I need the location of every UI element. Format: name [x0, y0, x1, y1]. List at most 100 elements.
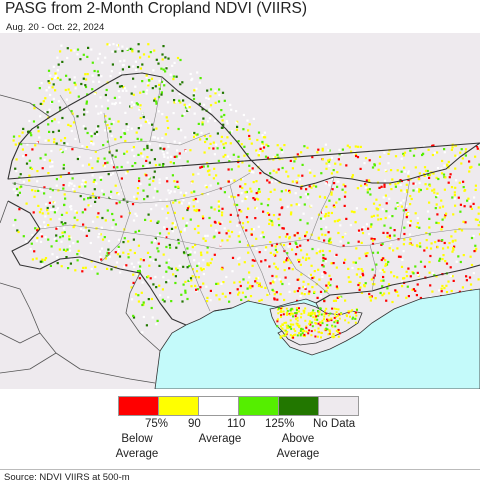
ndvi-pixel	[132, 281, 135, 284]
ndvi-pixel	[322, 265, 325, 268]
ndvi-pixel	[155, 127, 158, 130]
ndvi-pixel	[391, 178, 394, 181]
ndvi-pixel	[319, 321, 322, 324]
ndvi-pixel	[200, 165, 203, 168]
ndvi-pixel	[195, 87, 198, 90]
ndvi-pixel	[220, 140, 223, 143]
ndvi-pixel	[158, 178, 161, 181]
ndvi-pixel	[94, 150, 97, 153]
ndvi-map	[0, 33, 480, 390]
ndvi-pixel	[442, 247, 445, 250]
ndvi-pixel	[193, 112, 196, 115]
ndvi-pixel	[274, 245, 277, 248]
ndvi-pixel	[307, 193, 310, 196]
ndvi-pixel	[273, 293, 276, 296]
ndvi-pixel	[261, 140, 264, 144]
ndvi-pixel	[130, 105, 133, 108]
ndvi-pixel	[132, 65, 135, 68]
ndvi-pixel	[251, 264, 254, 267]
ndvi-pixel	[71, 148, 74, 151]
ndvi-pixel	[72, 242, 75, 245]
ndvi-pixel	[181, 114, 184, 117]
ndvi-pixel	[306, 146, 309, 149]
ndvi-pixel	[209, 299, 212, 302]
ndvi-pixel	[294, 253, 298, 256]
ndvi-pixel	[26, 143, 29, 146]
ndvi-pixel	[117, 250, 121, 253]
ndvi-pixel	[193, 251, 196, 254]
ndvi-pixel	[246, 244, 250, 247]
ndvi-pixel	[299, 329, 302, 332]
ndvi-pixel	[127, 253, 130, 256]
ndvi-pixel	[93, 188, 96, 191]
ndvi-pixel	[341, 153, 344, 156]
ndvi-pixel	[81, 145, 84, 148]
ndvi-pixel	[258, 299, 261, 302]
ndvi-pixel	[477, 206, 480, 209]
ndvi-pixel	[383, 183, 386, 186]
ndvi-pixel	[220, 214, 224, 217]
ndvi-pixel	[47, 123, 50, 126]
ndvi-pixel	[192, 173, 195, 176]
ndvi-pixel	[307, 292, 310, 295]
ndvi-pixel	[137, 50, 140, 53]
ndvi-pixel	[385, 210, 388, 213]
ndvi-pixel	[397, 182, 400, 185]
ndvi-pixel	[124, 139, 127, 143]
ndvi-pixel	[255, 237, 258, 240]
ndvi-pixel	[36, 141, 39, 144]
ndvi-pixel	[326, 286, 329, 289]
ndvi-pixel	[218, 88, 221, 91]
ndvi-pixel	[323, 315, 326, 318]
ndvi-pixel	[278, 236, 281, 239]
ndvi-pixel	[280, 190, 283, 193]
ndvi-pixel	[360, 268, 363, 271]
ndvi-pixel	[145, 159, 148, 162]
ndvi-pixel	[68, 245, 71, 248]
ndvi-pixel	[39, 260, 42, 263]
ndvi-pixel	[14, 218, 17, 222]
ndvi-pixel	[161, 288, 164, 291]
ndvi-pixel	[334, 313, 336, 316]
ndvi-pixel	[476, 147, 479, 150]
ndvi-pixel	[125, 150, 129, 153]
ndvi-pixel	[116, 44, 119, 47]
ndvi-pixel	[165, 227, 169, 231]
ndvi-pixel	[56, 256, 59, 259]
ndvi-pixel	[289, 261, 292, 264]
ndvi-pixel	[416, 283, 419, 286]
ndvi-pixel	[418, 181, 421, 184]
ndvi-pixel	[169, 190, 173, 193]
ndvi-pixel	[238, 240, 241, 243]
ndvi-pixel	[191, 246, 194, 249]
ndvi-pixel	[330, 317, 333, 320]
ndvi-pixel	[384, 264, 387, 267]
ndvi-pixel	[36, 236, 39, 240]
ndvi-pixel	[307, 312, 310, 315]
ndvi-pixel	[336, 185, 339, 188]
ndvi-pixel	[78, 155, 81, 159]
ndvi-pixel	[257, 225, 260, 228]
ndvi-pixel	[122, 251, 125, 254]
ndvi-pixel	[308, 322, 311, 325]
ndvi-pixel	[202, 103, 206, 106]
ndvi-pixel	[76, 253, 79, 256]
ndvi-pixel	[174, 199, 177, 202]
ndvi-pixel	[147, 176, 150, 179]
ndvi-pixel	[426, 210, 430, 213]
ndvi-pixel	[369, 225, 373, 228]
ndvi-pixel	[193, 135, 196, 139]
ndvi-pixel	[153, 170, 156, 173]
ndvi-pixel	[350, 150, 353, 153]
ndvi-pixel	[49, 208, 53, 211]
ndvi-pixel	[57, 63, 60, 66]
ndvi-pixel	[324, 290, 327, 293]
ndvi-pixel	[200, 253, 203, 257]
ndvi-pixel	[111, 212, 114, 216]
ndvi-pixel	[221, 239, 224, 242]
ndvi-pixel	[428, 226, 431, 229]
ndvi-pixel	[171, 89, 174, 92]
ndvi-pixel	[186, 160, 189, 163]
ndvi-pixel	[167, 189, 170, 192]
ndvi-pixel	[272, 169, 275, 172]
